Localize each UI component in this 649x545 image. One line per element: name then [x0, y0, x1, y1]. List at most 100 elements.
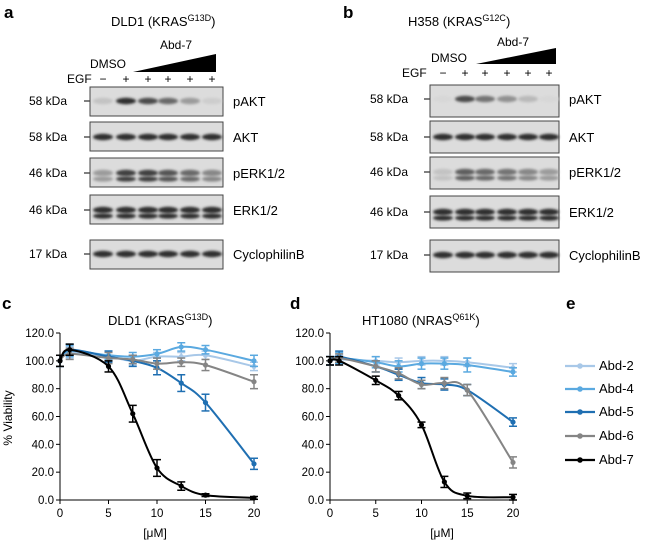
chart-c: 0.0 20.0 40.0 60.0 80.0 100.0 120.0 0 5 10 15 20: [25, 328, 260, 520]
data-point: [202, 492, 209, 498]
blot-a-dmso-label: DMSO: [90, 57, 126, 71]
blot-band: [180, 97, 200, 105]
panel-letter-a: a: [4, 3, 14, 22]
blot-a-egf-label: EGF: [67, 72, 92, 86]
blot-row: 46 kDa pERK1/2: [370, 156, 621, 190]
blot-b-treatment-label: Abd-7: [497, 35, 529, 49]
x-tick-label: 15: [461, 508, 474, 520]
protein-label: AKT: [569, 130, 594, 145]
y-tick-label: 20.0: [302, 467, 324, 479]
blot-band: [93, 206, 113, 214]
egf-sign: +: [503, 66, 510, 80]
data-point: [336, 358, 342, 364]
kda-label: 17 kDa: [29, 247, 67, 261]
data-point: [178, 483, 184, 489]
blot-band: [518, 168, 538, 176]
blot-band: [475, 251, 495, 259]
protein-label: pERK1/2: [569, 165, 621, 180]
blot-band: [116, 133, 136, 141]
blot-b-dose-wedge: [476, 48, 556, 64]
y-tick-label: 120.0: [25, 328, 54, 340]
blot-band: [497, 251, 517, 259]
panel-letter-b: b: [343, 3, 353, 22]
egf-sign: +: [461, 66, 468, 80]
blot-band: [475, 208, 495, 216]
blot-band: [158, 206, 178, 214]
protein-label: pERK1/2: [233, 166, 285, 181]
blot-band: [455, 133, 475, 141]
kda-label: 17 kDa: [370, 248, 408, 262]
blot-band-lower: [539, 175, 559, 181]
protein-label: pAKT: [233, 94, 266, 109]
data-point: [441, 479, 447, 485]
blot-band-lower: [202, 213, 222, 219]
blot-band: [93, 250, 113, 258]
blot-strip: [429, 84, 560, 118]
y-tick-label: 80.0: [32, 384, 54, 396]
blot-band: [158, 250, 178, 258]
blot-band-lower: [518, 175, 538, 181]
blot-band-lower: [497, 175, 517, 181]
data-point: [178, 344, 184, 350]
data-point: [510, 369, 516, 375]
legend-swatch-dot: [577, 409, 583, 415]
x-tick-label: 10: [151, 508, 164, 520]
blot-band: [180, 250, 200, 258]
blot-band: [475, 168, 495, 176]
legend-label: Abd-7: [599, 452, 634, 467]
chart-c-title: DLD1 (KRASG13D): [108, 312, 212, 328]
data-point: [251, 461, 257, 467]
blot-band: [497, 95, 517, 103]
blot-band: [497, 133, 517, 141]
data-point: [441, 380, 447, 386]
y-tick-label: 80.0: [302, 384, 324, 396]
data-point: [105, 355, 112, 361]
data-point: [57, 358, 63, 364]
blot-b-title: H358 (KRASG12C): [408, 13, 510, 29]
blot-a-dose-wedge: [133, 54, 216, 72]
blot-band: [202, 169, 222, 177]
blot-band: [539, 251, 559, 259]
data-point: [464, 493, 470, 499]
blot-b-egf-label: EGF: [402, 66, 427, 80]
blot-row: 17 kDa CyclophilinB: [370, 239, 641, 273]
y-tick-label: 20.0: [32, 467, 54, 479]
blot-band-lower: [433, 175, 453, 181]
blot-row: 58 kDa pAKT: [29, 86, 266, 117]
blot-band-lower: [455, 215, 475, 221]
x-tick-label: 0: [57, 508, 63, 520]
kda-label: 46 kDa: [29, 166, 67, 180]
blot-band: [202, 97, 222, 105]
y-tick-label: 100.0: [25, 356, 54, 368]
blot-band: [539, 208, 559, 216]
blot-band-lower: [180, 176, 200, 182]
data-point: [202, 347, 209, 353]
egf-sign: +: [208, 72, 215, 86]
legend-item: Abd-7: [565, 452, 634, 467]
blot-band-lower: [202, 176, 222, 182]
blot-band: [455, 95, 475, 103]
data-point: [373, 377, 379, 383]
legend-label: Abd-2: [599, 358, 634, 373]
blot-band: [475, 95, 495, 103]
blot-band: [202, 206, 222, 214]
blot-band: [138, 250, 158, 258]
egf-sign: +: [481, 66, 488, 80]
blot-band: [455, 208, 475, 216]
data-point: [418, 422, 425, 428]
blot-band: [202, 250, 222, 258]
legend-item: Abd-6: [565, 428, 634, 443]
kda-label: 58 kDa: [370, 92, 408, 106]
blot-band: [138, 206, 158, 214]
legend-item: Abd-5: [565, 404, 634, 419]
egf-sign: +: [164, 72, 171, 86]
x-tick-label: 20: [248, 508, 261, 520]
blot-band-lower: [518, 215, 538, 221]
legend-swatch-dot: [577, 433, 583, 439]
protein-label: CyclophilinB: [569, 248, 641, 263]
blot-band: [518, 95, 538, 103]
blot-a-treatment-label: Abd-7: [160, 38, 192, 52]
y-tick-label: 100.0: [295, 356, 324, 368]
x-tick-label: 5: [105, 508, 111, 520]
